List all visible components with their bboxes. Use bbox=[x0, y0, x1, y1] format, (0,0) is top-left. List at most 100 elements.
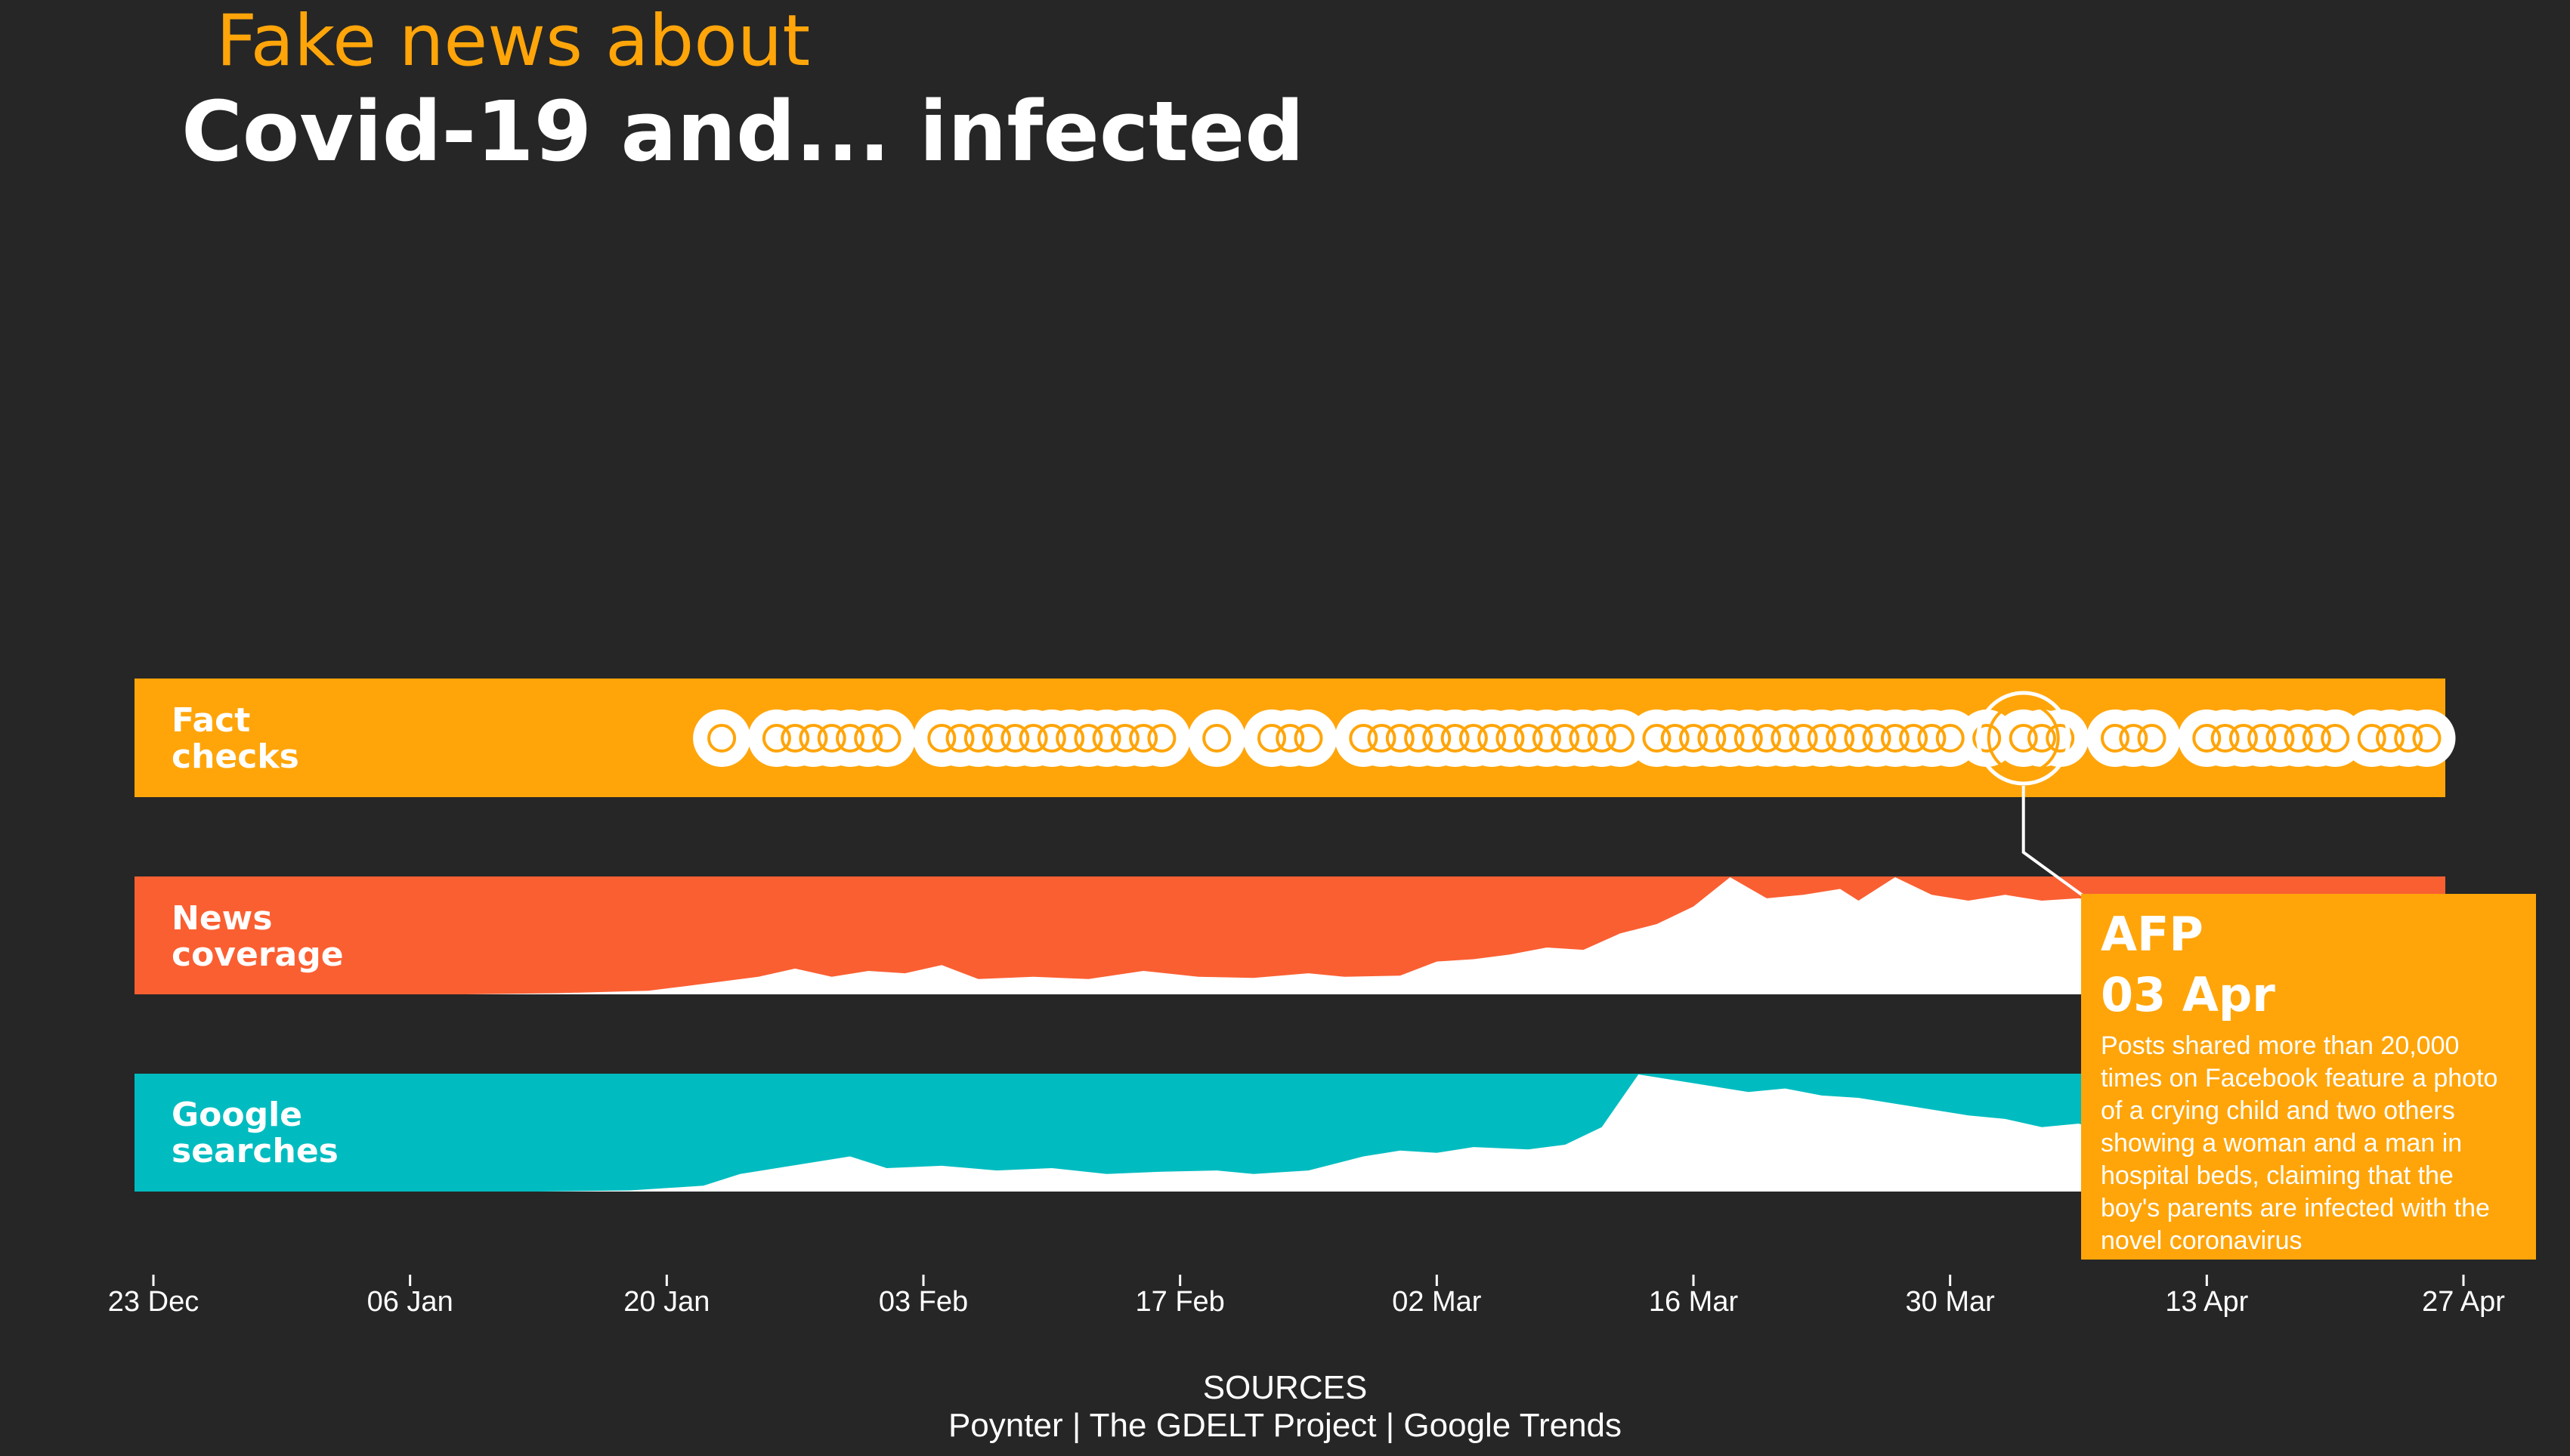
x-tick-label: 20 Jan bbox=[623, 1286, 710, 1318]
sources-text: Poynter | The GDELT Project | Google Tre… bbox=[948, 1407, 1622, 1444]
sources-heading: SOURCES bbox=[1202, 1369, 1368, 1406]
fact-check-ring bbox=[1642, 724, 1672, 753]
fact-check-ring bbox=[1771, 724, 1800, 753]
fact-check-ring bbox=[2247, 724, 2277, 753]
fact-check-ring bbox=[1807, 724, 1836, 753]
fact-check-ring bbox=[854, 724, 883, 753]
fact-check-ring bbox=[2119, 724, 2148, 753]
sources: SOURCES Poynter | The GDELT Project | Go… bbox=[0, 1369, 2570, 1445]
x-tick-label: 27 Apr bbox=[2422, 1286, 2505, 1318]
fact-check-ring bbox=[1569, 724, 1598, 753]
fact-check-bubble[interactable] bbox=[2031, 709, 2089, 767]
fact-check-ring bbox=[707, 724, 737, 753]
fact-check-bubble[interactable] bbox=[1279, 709, 1338, 767]
news-coverage-label-line1: News bbox=[172, 899, 273, 938]
fact-check-ring bbox=[1349, 724, 1378, 753]
fact-check-ring bbox=[872, 724, 902, 753]
fact-check-ring bbox=[1899, 724, 1928, 753]
fact-check-bubble[interactable] bbox=[858, 709, 916, 767]
fact-check-ring bbox=[1056, 724, 1085, 753]
fact-check-bubble[interactable] bbox=[1133, 709, 1191, 767]
fact-check-ring bbox=[2321, 724, 2350, 753]
fact-check-bubble[interactable] bbox=[693, 709, 751, 767]
google-searches-label: Google searches bbox=[172, 1097, 368, 1170]
fact-check-bubble[interactable] bbox=[2123, 709, 2181, 767]
fact-check-ring bbox=[1385, 724, 1415, 753]
fact-check-ring bbox=[1294, 724, 1323, 753]
fact-check-ring bbox=[1037, 724, 1066, 753]
fact-check-ring bbox=[1606, 724, 1634, 753]
fact-check-ring bbox=[2357, 724, 2386, 753]
fact-check-bubble[interactable] bbox=[2398, 709, 2456, 767]
fact-check-ring bbox=[762, 724, 791, 753]
x-tick-label: 03 Feb bbox=[878, 1286, 969, 1318]
fact-check-ring bbox=[2046, 724, 2075, 753]
fact-check-ring bbox=[1935, 724, 1965, 753]
title-line1: Fake news about bbox=[216, 0, 811, 82]
news-coverage-label-line2: coverage bbox=[172, 935, 344, 974]
fact-check-ring bbox=[945, 724, 975, 753]
fact-check-ring bbox=[1000, 724, 1030, 753]
fact-check-ring bbox=[1458, 724, 1488, 753]
fact-check-ring bbox=[2009, 724, 2038, 753]
x-tick-label: 06 Jan bbox=[366, 1286, 453, 1318]
fact-check-tooltip: AFP 03 Apr Posts shared more than 20,000… bbox=[2081, 894, 2536, 1260]
fact-check-ring bbox=[799, 724, 828, 753]
tooltip-text: Posts shared more than 20,000 times on F… bbox=[2101, 1031, 2498, 1255]
fact-check-ring bbox=[2101, 724, 2129, 753]
highlight-ring[interactable] bbox=[1987, 702, 2060, 774]
fact-check-ring bbox=[2137, 724, 2166, 753]
fact-check-ring bbox=[927, 724, 957, 753]
tooltip-source: AFP bbox=[2101, 907, 2204, 962]
fact-check-ring bbox=[1514, 724, 1543, 753]
fact-check-ring bbox=[1404, 724, 1433, 753]
fact-check-ring bbox=[1532, 724, 1561, 753]
x-tick-label: 17 Feb bbox=[1135, 1286, 1225, 1318]
fact-check-ring bbox=[1092, 724, 1121, 753]
fact-check-ring bbox=[1697, 724, 1727, 753]
fact-check-ring bbox=[1715, 724, 1745, 753]
fact-check-ring bbox=[2027, 724, 2056, 753]
x-axis-ticks bbox=[152, 1275, 2465, 1286]
fact-check-ring bbox=[2376, 724, 2405, 753]
google-searches-area bbox=[538, 1074, 2445, 1192]
fact-check-ring bbox=[1862, 724, 1891, 753]
fact-check-ring bbox=[1917, 724, 1947, 753]
fact-check-ring bbox=[1752, 724, 1781, 753]
fact-check-ring bbox=[1660, 724, 1690, 753]
x-tick-label: 13 Apr bbox=[2165, 1286, 2249, 1318]
news-coverage-label: News coverage bbox=[172, 901, 368, 973]
x-tick-label: 02 Mar bbox=[1392, 1286, 1482, 1318]
fact-check-ring bbox=[1880, 724, 1910, 753]
fact-check-ring bbox=[781, 724, 810, 753]
fact-check-bubble[interactable] bbox=[1188, 709, 1246, 767]
highlight-ring[interactable] bbox=[1976, 691, 2071, 786]
fact-check-ring bbox=[1147, 724, 1177, 753]
google-searches-label-line2: searches bbox=[172, 1132, 339, 1170]
fact-check-ring bbox=[2265, 724, 2295, 753]
fact-check-ring bbox=[1477, 724, 1507, 753]
fact-check-bubbles bbox=[693, 709, 2456, 767]
tooltip-date: 03 Apr bbox=[2101, 967, 2275, 1022]
fact-check-ring bbox=[2412, 724, 2442, 753]
x-tick-label: 30 Mar bbox=[1905, 1286, 1995, 1318]
fact-checks-label-line1: Fact bbox=[172, 701, 251, 740]
fact-check-ring bbox=[1202, 724, 1232, 753]
fact-check-ring bbox=[1733, 724, 1763, 753]
news-coverage-area bbox=[465, 877, 2445, 994]
fact-checks-label: Fact checks bbox=[172, 703, 368, 775]
fact-check-ring bbox=[2284, 724, 2313, 753]
fact-check-ring bbox=[1019, 724, 1048, 753]
fact-check-ring bbox=[1074, 724, 1103, 753]
fact-check-ring bbox=[2192, 724, 2222, 753]
title-line2: Covid-19 and... infected bbox=[181, 83, 1305, 180]
fact-check-ring bbox=[1789, 724, 1818, 753]
google-searches-label-line1: Google bbox=[172, 1096, 302, 1134]
fact-check-ring bbox=[1257, 724, 1286, 753]
fact-check-ring bbox=[2394, 724, 2423, 753]
fact-check-ring bbox=[1679, 724, 1708, 753]
x-tick-label: 16 Mar bbox=[1648, 1286, 1739, 1318]
fact-check-ring bbox=[1826, 724, 1855, 753]
fact-check-ring bbox=[836, 724, 864, 753]
